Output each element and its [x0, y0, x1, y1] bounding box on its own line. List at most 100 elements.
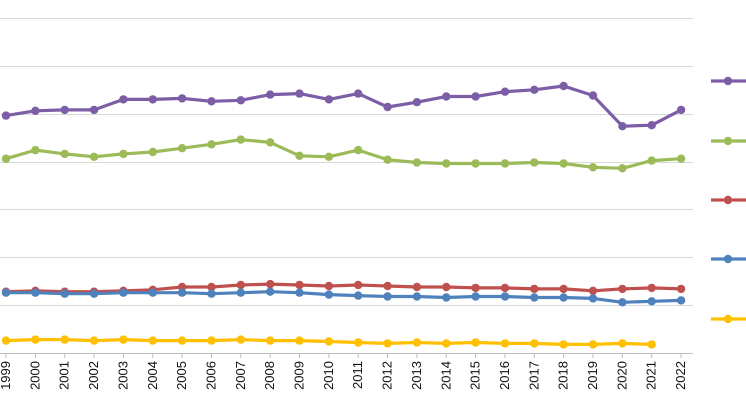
x-tick-label: 2010	[321, 361, 336, 390]
x-tick-label: 2022	[673, 361, 688, 390]
data-point	[236, 288, 245, 297]
x-tick-label: 2003	[115, 361, 130, 390]
x-tick-label: 2016	[497, 361, 512, 390]
legend-item	[711, 136, 746, 146]
data-point	[471, 283, 480, 293]
data-point	[383, 102, 392, 112]
data-point	[89, 105, 99, 115]
data-point	[442, 282, 451, 292]
data-point	[60, 105, 69, 115]
data-point	[324, 337, 334, 346]
data-point	[31, 145, 40, 155]
data-point	[588, 91, 598, 100]
data-point	[647, 297, 656, 306]
data-point	[324, 281, 334, 291]
data-point	[588, 286, 598, 295]
data-point	[647, 283, 656, 293]
data-point	[559, 293, 568, 302]
series-1	[1, 81, 686, 131]
data-point	[383, 281, 392, 291]
data-point	[1, 336, 11, 345]
x-tick-label: 2013	[409, 361, 424, 390]
data-point	[89, 152, 99, 161]
data-point	[471, 159, 480, 168]
data-point	[442, 339, 451, 348]
data-point	[295, 151, 304, 160]
data-point	[412, 282, 422, 292]
legend-marker	[723, 195, 733, 205]
x-tick-label: 2007	[233, 361, 248, 390]
data-point	[588, 163, 598, 172]
data-point	[354, 338, 363, 347]
data-point	[119, 149, 128, 159]
data-point	[354, 145, 363, 155]
data-point	[207, 282, 216, 292]
data-point	[236, 335, 245, 344]
data-point	[148, 288, 157, 297]
data-point	[383, 155, 392, 164]
x-tick-label: 2018	[556, 361, 571, 390]
data-point	[442, 92, 451, 101]
data-point	[207, 97, 216, 106]
data-point	[500, 339, 510, 348]
x-tick-label: 2009	[292, 361, 307, 390]
data-point	[618, 284, 627, 294]
data-point	[148, 336, 157, 345]
data-point	[295, 280, 304, 290]
series-5	[1, 335, 656, 349]
legend	[711, 76, 746, 324]
data-point	[236, 135, 245, 144]
data-point	[530, 339, 539, 348]
data-point	[295, 336, 304, 345]
x-tick-label: 2021	[644, 361, 659, 390]
series-line	[5, 138, 682, 170]
data-point	[412, 98, 422, 107]
data-point	[588, 294, 598, 303]
data-point	[207, 336, 216, 345]
data-point	[1, 111, 11, 120]
legend-item	[711, 195, 746, 205]
series-line	[6, 290, 682, 304]
data-point	[618, 339, 627, 348]
data-point	[559, 81, 568, 91]
series-group	[1, 81, 686, 349]
data-point	[60, 289, 69, 298]
data-point	[31, 288, 40, 297]
data-point	[412, 158, 422, 167]
data-point	[266, 90, 275, 99]
data-point	[412, 292, 422, 301]
data-point	[295, 288, 304, 297]
x-tick-label: 2011	[350, 361, 365, 389]
data-point	[148, 95, 157, 104]
x-tick-label: 2020	[614, 361, 629, 390]
data-point	[177, 288, 187, 297]
data-point	[442, 293, 451, 302]
data-point	[442, 159, 451, 168]
series-line	[5, 84, 682, 128]
data-point	[1, 288, 11, 297]
data-point	[500, 292, 510, 301]
data-point	[383, 292, 392, 301]
data-point	[530, 158, 539, 167]
legend-marker	[723, 314, 733, 324]
data-point	[60, 335, 69, 344]
data-point	[530, 284, 539, 294]
x-tick-label: 2005	[174, 361, 189, 390]
data-point	[471, 92, 480, 101]
data-point	[676, 296, 686, 305]
x-tick-label: 2001	[57, 361, 72, 390]
data-point	[647, 156, 656, 165]
legend-item	[711, 76, 746, 86]
data-point	[119, 95, 128, 104]
data-point	[177, 336, 187, 345]
data-point	[295, 89, 304, 98]
data-point	[207, 289, 216, 298]
data-point	[207, 140, 216, 149]
x-tick-label: 2015	[468, 361, 483, 390]
x-tick-label: 1999	[0, 361, 13, 390]
x-axis-tick-labels: 1999 2000 2001 2002 2003 2004 2005 2006 2007 2008…	[0, 361, 688, 390]
data-point	[177, 94, 187, 103]
data-point	[412, 338, 422, 347]
legend-marker	[723, 76, 733, 86]
